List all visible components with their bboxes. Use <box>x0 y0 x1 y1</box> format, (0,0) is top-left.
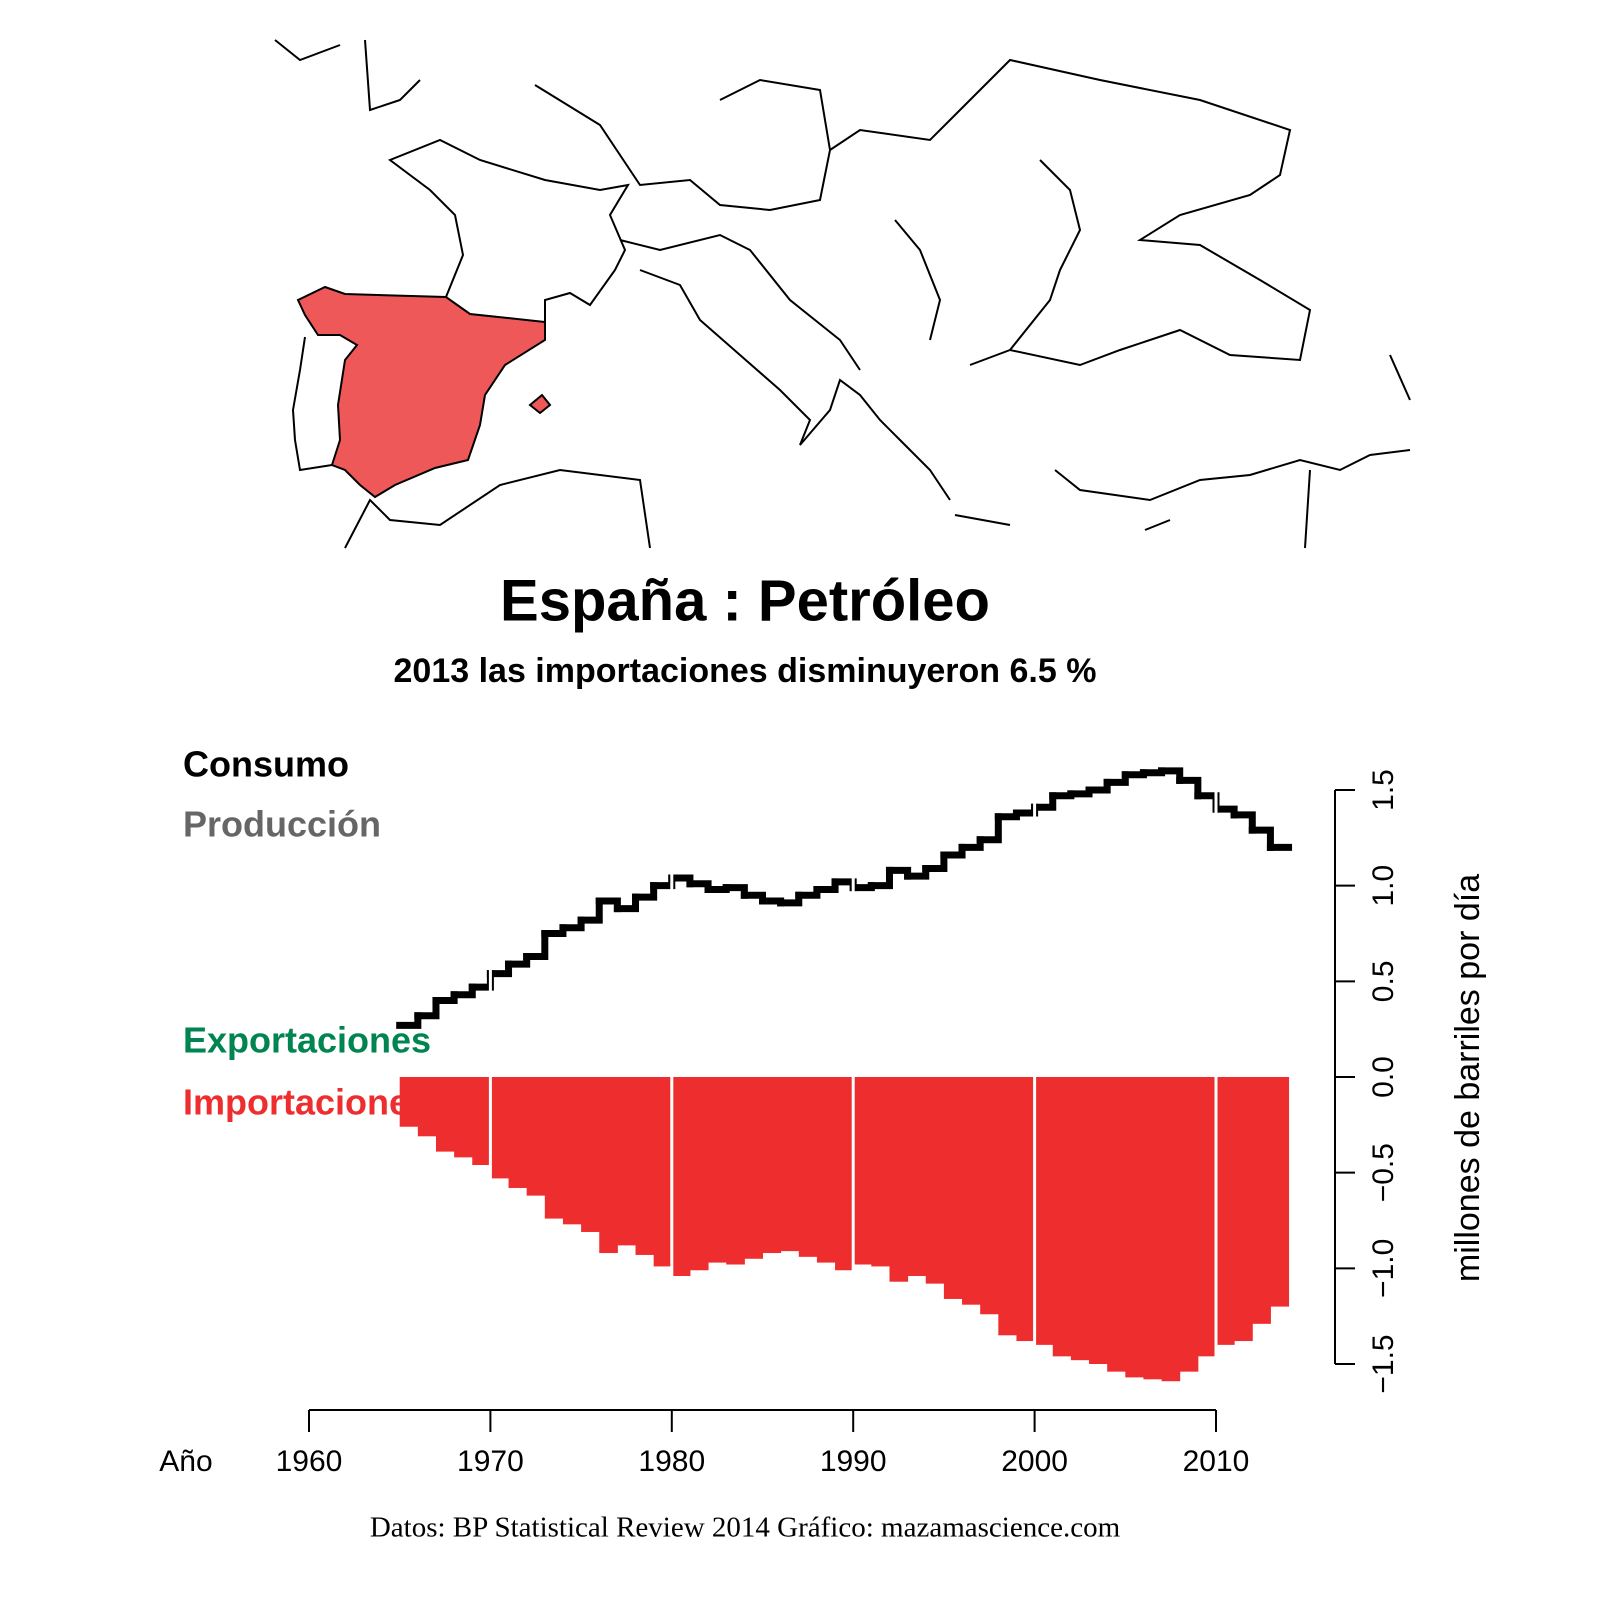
bar <box>871 1077 890 1267</box>
step-line <box>1031 792 1057 811</box>
y-tick-label: 0.5 <box>1367 960 1400 1002</box>
bar <box>635 1077 655 1255</box>
y-tick-label: 1.0 <box>1367 865 1400 907</box>
bar <box>780 1077 800 1252</box>
france <box>387 138 630 322</box>
bar <box>653 1077 673 1267</box>
bar <box>599 1077 618 1254</box>
bar <box>708 1077 727 1263</box>
bar <box>562 1077 582 1225</box>
bar <box>1125 1077 1144 1378</box>
coast <box>274 39 1411 549</box>
bar <box>980 1077 999 1315</box>
bar <box>998 1077 1017 1336</box>
y-tick-label: 0.0 <box>1367 1056 1400 1098</box>
legend-label: Producción <box>183 804 381 845</box>
spain <box>296 285 546 499</box>
bar <box>889 1077 909 1282</box>
step-line <box>632 882 658 901</box>
y-tick-label: −1.0 <box>1367 1239 1400 1298</box>
step-line <box>922 851 948 872</box>
bar <box>617 1077 637 1246</box>
step-line <box>577 897 603 924</box>
bar <box>689 1077 709 1271</box>
bar <box>1179 1077 1199 1372</box>
bar <box>962 1077 981 1305</box>
bar <box>943 1077 963 1299</box>
bar <box>816 1077 836 1263</box>
baleares <box>528 393 552 415</box>
bar <box>762 1077 782 1254</box>
bar <box>925 1077 945 1284</box>
bar <box>508 1077 528 1188</box>
legend-label: Exportaciones <box>183 1020 431 1061</box>
y-axis-label: millones de barriles por día <box>1449 874 1487 1282</box>
x-tick-label: 2000 <box>1001 1445 1068 1478</box>
step-line <box>1176 776 1202 800</box>
step-line <box>613 893 640 913</box>
bar <box>581 1077 600 1232</box>
x-axis-label: Año <box>159 1445 212 1478</box>
x-tick-label: 1970 <box>457 1445 524 1478</box>
y-tick-label: −1.5 <box>1367 1334 1400 1393</box>
bar <box>1161 1077 1181 1382</box>
y-tick-label: −0.5 <box>1367 1143 1400 1202</box>
bar <box>907 1077 927 1276</box>
bar <box>454 1077 473 1158</box>
x-tick-label: 2010 <box>1183 1445 1250 1478</box>
bar <box>399 1077 419 1127</box>
step-line <box>523 930 549 960</box>
step-line <box>1230 811 1256 834</box>
bar <box>671 1077 691 1276</box>
y-tick-label: 1.5 <box>1367 769 1400 811</box>
bar <box>1089 1077 1108 1364</box>
bar <box>1070 1077 1090 1361</box>
bar <box>1016 1077 1036 1342</box>
bar <box>1052 1077 1072 1357</box>
step-line <box>414 996 440 1020</box>
chart-subtitle: 2013 las importaciones disminuyeron 6.5 … <box>394 652 1097 690</box>
step-line <box>1248 826 1274 851</box>
bar <box>1034 1077 1054 1345</box>
bar <box>835 1077 854 1271</box>
chart-title: España : Petróleo <box>500 568 990 633</box>
bar <box>490 1077 510 1179</box>
bar <box>1197 1077 1217 1357</box>
bar <box>1252 1077 1271 1324</box>
bar <box>1270 1077 1290 1307</box>
bar <box>1143 1077 1163 1380</box>
source: Datos: BP Statistical Review 2014 Gráfic… <box>370 1512 1121 1544</box>
map <box>274 39 1411 549</box>
bar <box>544 1077 564 1219</box>
bar <box>1107 1077 1126 1372</box>
bar <box>1234 1077 1253 1342</box>
bar <box>744 1077 763 1259</box>
bar <box>853 1077 872 1265</box>
legend-label: Importaciones <box>183 1082 429 1123</box>
legend-label: Consumo <box>183 744 349 785</box>
step-line <box>976 813 1002 844</box>
portugal <box>291 336 333 472</box>
x-tick-label: 1990 <box>820 1445 887 1478</box>
x-tick-label: 1980 <box>638 1445 705 1478</box>
step-line <box>867 866 893 890</box>
bar <box>472 1077 491 1166</box>
bar <box>526 1077 546 1196</box>
bar <box>435 1077 455 1152</box>
x-tick-label: 1960 <box>276 1445 343 1478</box>
bar <box>1216 1077 1235 1345</box>
bar <box>798 1077 818 1257</box>
bar <box>417 1077 437 1137</box>
bar <box>726 1077 745 1265</box>
